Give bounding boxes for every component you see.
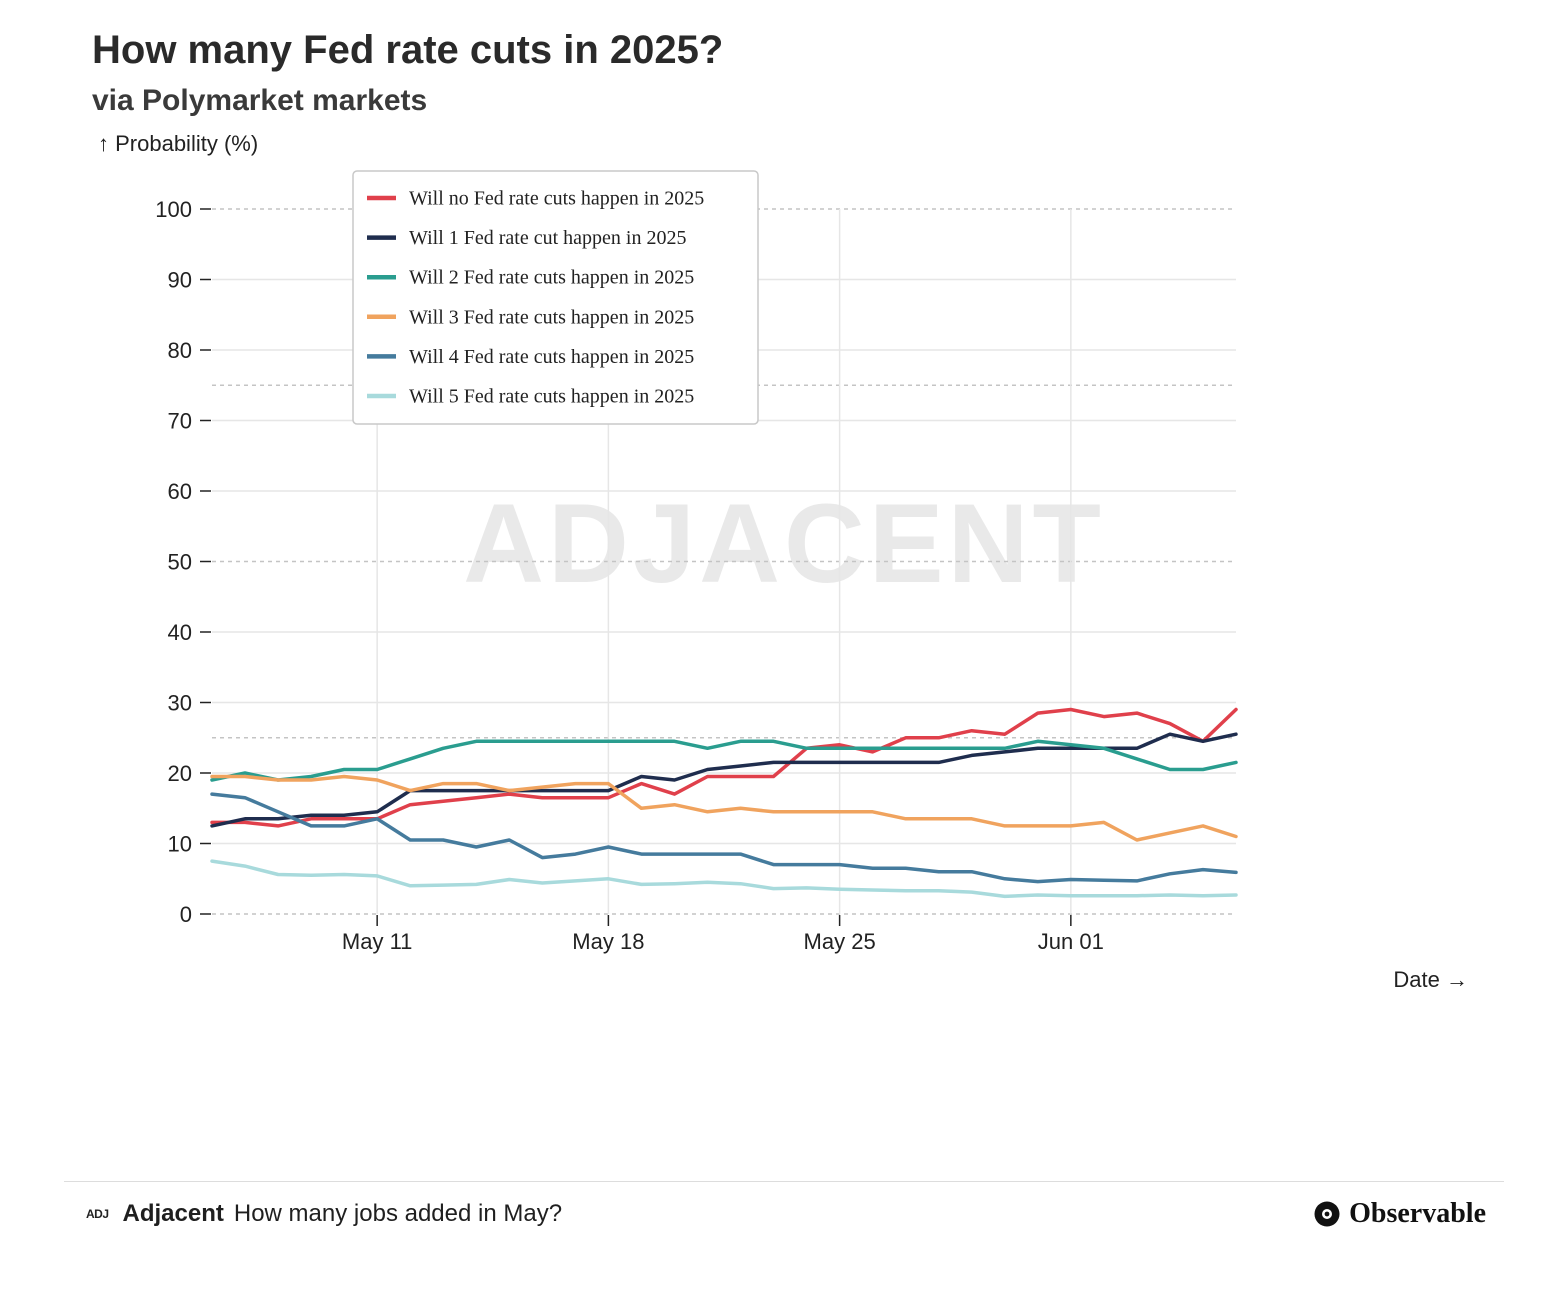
legend-label: Will 3 Fed rate cuts happen in 2025 — [409, 306, 694, 328]
y-tick-label: 100 — [155, 197, 192, 222]
observable-logo-icon — [1314, 1201, 1340, 1227]
observable-badge[interactable]: Observable — [1313, 1198, 1486, 1230]
y-tick-label: 60 — [168, 479, 192, 504]
legend-label: Will no Fed rate cuts happen in 2025 — [409, 188, 704, 210]
footer-brand: Adjacent — [122, 1200, 224, 1227]
y-tick-label: 50 — [168, 550, 192, 575]
watermark: ADJACENT — [463, 481, 1105, 606]
series-line-4 — [210, 792, 1238, 884]
y-tick-label: 80 — [168, 338, 192, 363]
y-axis: 0 10 20 30 40 50 60 70 80 90 100 — [155, 197, 211, 927]
y-tick-label: 90 — [168, 268, 192, 293]
chart-subtitle: via Polymarket markets — [92, 84, 428, 117]
y-axis-title: ↑ Probability (%) — [98, 131, 258, 156]
footer-credit[interactable]: ADJ Adjacent How many jobs added in May? — [86, 1200, 562, 1228]
legend-label: Will 1 Fed rate cut happen in 2025 — [409, 227, 686, 249]
x-axis: May 11 May 18 May 25 Jun 01 — [342, 915, 1104, 954]
legend-label: Will 5 Fed rate cuts happen in 2025 — [409, 386, 694, 408]
observable-label: Observable — [1349, 1198, 1486, 1229]
adjacent-logo-icon: ADJ — [86, 1207, 109, 1221]
legend-label: Will 4 Fed rate cuts happen in 2025 — [409, 346, 694, 368]
x-axis-title: Date → — [1393, 967, 1468, 992]
legend-label: Will 2 Fed rate cuts happen in 2025 — [409, 267, 694, 289]
y-tick-label: 20 — [168, 761, 192, 786]
series-line-2 — [210, 739, 1238, 782]
footer-link[interactable]: How many jobs added in May? — [233, 1200, 563, 1227]
x-tick-label: Jun 01 — [1038, 929, 1104, 954]
series-line-3 — [210, 774, 1238, 842]
x-tick-label: May 18 — [572, 929, 644, 954]
chart-title: How many Fed rate cuts in 2025? — [92, 28, 724, 72]
y-tick-label: 0 — [180, 902, 192, 927]
series-line-0 — [210, 707, 1238, 828]
y-tick-label: 30 — [168, 691, 192, 716]
x-tick-label: May 25 — [804, 929, 876, 954]
y-tick-label: 10 — [168, 832, 192, 857]
series-line-5 — [210, 859, 1238, 899]
series-lines — [210, 707, 1238, 899]
legend-box — [352, 170, 759, 425]
x-tick-label: May 11 — [342, 929, 413, 954]
y-tick-label: 70 — [168, 409, 192, 434]
y-tick-label: 40 — [168, 620, 192, 645]
footer-divider — [64, 1181, 1504, 1182]
legend: Will no Fed rate cuts happen in 2025 Will… — [352, 170, 759, 425]
series-line-1 — [210, 732, 1238, 828]
